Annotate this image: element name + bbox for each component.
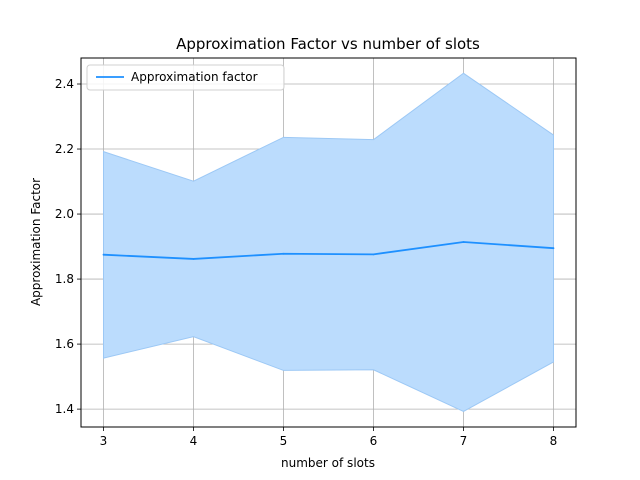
data-point <box>552 247 555 250</box>
confidence-band <box>103 72 554 412</box>
chart-title: Approximation Factor vs number of slots <box>176 35 480 53</box>
data-point <box>372 253 375 256</box>
x-tick-label: 7 <box>460 434 468 448</box>
y-tick-label: 1.4 <box>55 402 74 416</box>
x-axis-label: number of slots <box>281 456 375 470</box>
y-tick-label: 1.8 <box>55 272 74 286</box>
y-tick-label: 1.6 <box>55 337 74 351</box>
legend-label-approximation-factor: Approximation factor <box>131 70 258 84</box>
x-tick-label: 5 <box>280 434 288 448</box>
x-tick-label: 3 <box>100 434 108 448</box>
plot-frame <box>80 57 577 428</box>
x-tick-label: 8 <box>550 434 558 448</box>
series-line-approximation-factor <box>103 241 554 260</box>
y-tick-label: 2.4 <box>55 77 74 91</box>
ticks-group: 3 4 5 6 7 8 1.4 1.6 1.8 2.0 2.2 2.4 <box>55 77 557 448</box>
data-point <box>102 253 105 256</box>
x-tick-label: 6 <box>370 434 378 448</box>
y-tick-label: 2.2 <box>55 142 74 156</box>
data-point <box>192 258 195 260</box>
legend-box <box>86 64 285 91</box>
y-tick-label: 2.0 <box>55 207 74 221</box>
confidence-band-group <box>103 72 554 412</box>
data-point <box>282 252 285 255</box>
x-tick-label: 4 <box>190 434 198 448</box>
legend: Approximation factor <box>86 64 285 91</box>
y-axis-label: Approximation Factor <box>29 178 43 306</box>
series-lines-group <box>102 241 555 260</box>
data-point <box>462 241 465 243</box>
